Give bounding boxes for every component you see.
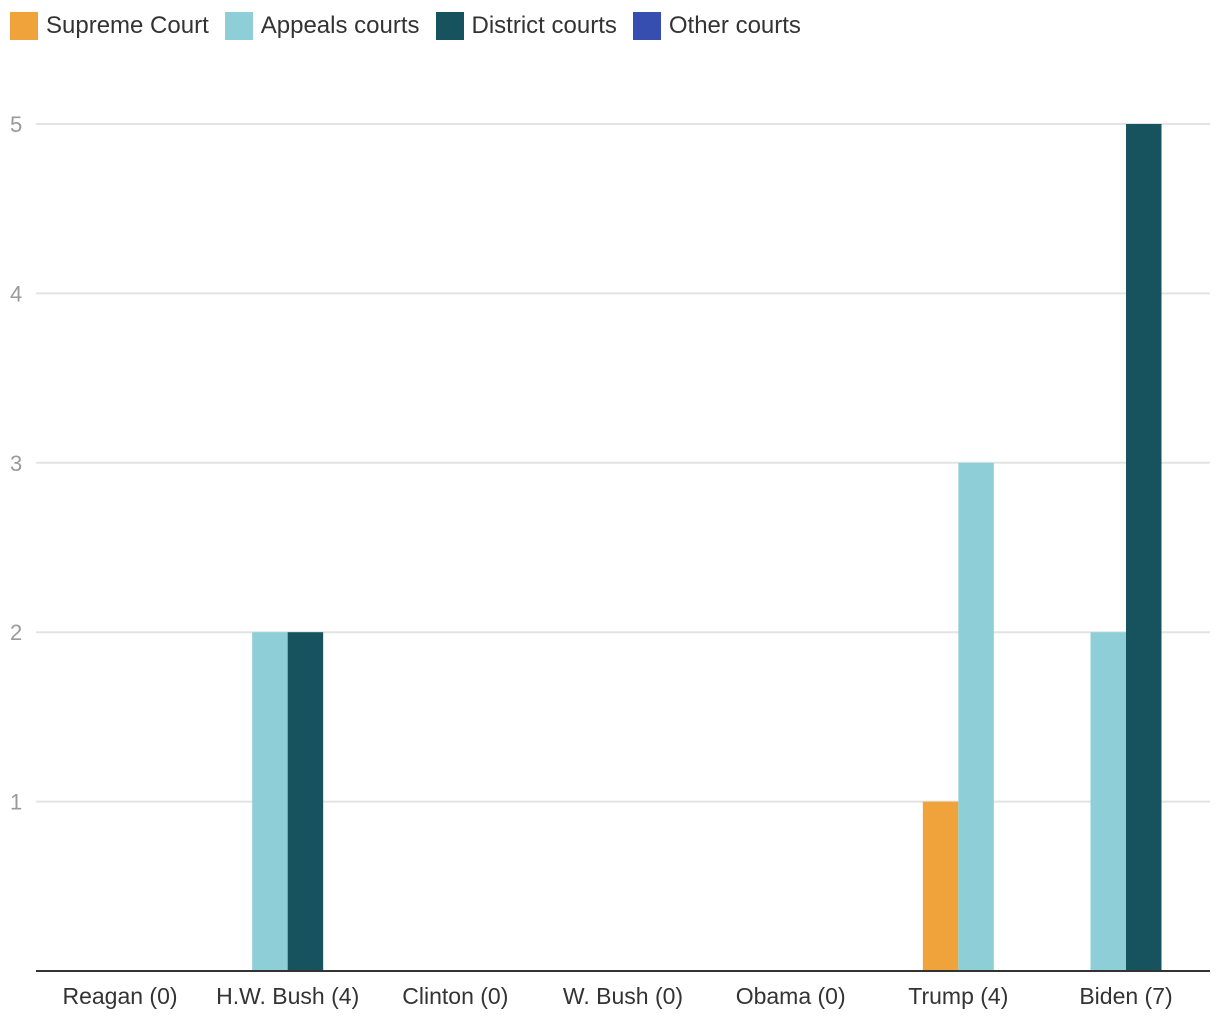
x-tick-label-h-w-bush-4: H.W. Bush (4)	[216, 983, 359, 1009]
gridlines	[36, 123, 1210, 803]
legend-label-district-courts: District courts	[471, 12, 617, 39]
bar-supreme-court-trump-4	[922, 801, 959, 971]
x-tick-label-reagan-0: Reagan (0)	[62, 983, 177, 1009]
bars	[252, 124, 1162, 971]
bar-appeals-courts-trump-4	[958, 462, 994, 971]
y-tick-label-2: 2	[10, 620, 22, 645]
legend-swatch-supreme-court	[10, 12, 38, 40]
legend-item-other-courts: Other courts	[632, 12, 801, 40]
x-tick-label-obama-0: Obama (0)	[736, 983, 846, 1009]
legend-item-supreme-court: Supreme Court	[10, 12, 209, 40]
bar-appeals-courts-biden-7	[1090, 632, 1126, 971]
bar-district-courts-biden-7	[1126, 124, 1162, 971]
legend-swatch-appeals-courts	[224, 12, 253, 40]
x-tick-label-clinton-0: Clinton (0)	[402, 983, 508, 1009]
x-tick-label-biden-7: Biden (7)	[1079, 983, 1172, 1009]
y-tick-label-3: 3	[10, 451, 22, 476]
legend-item-appeals-courts: Appeals courts	[224, 12, 420, 40]
y-tick-label-5: 5	[10, 112, 22, 137]
bar-appeals-courts-h-w-bush-4	[252, 632, 288, 971]
legend-label-supreme-court: Supreme Court	[46, 12, 209, 39]
x-tick-label-w-bush-0: W. Bush (0)	[563, 983, 683, 1009]
bar-district-courts-h-w-bush-4	[287, 632, 324, 971]
chart-legend: Supreme Court Appeals courts District co…	[10, 12, 817, 40]
legend-item-district-courts: District courts	[435, 12, 617, 40]
legend-swatch-district-courts	[435, 12, 464, 40]
legend-label-appeals-courts: Appeals courts	[260, 12, 420, 39]
y-tick-label-4: 4	[10, 281, 22, 306]
y-axis-tick-labels: 1 2 3 4 5	[10, 112, 22, 815]
legend-label-other-courts: Other courts	[668, 12, 801, 39]
x-axis-category-labels: Reagan (0) H.W. Bush (4) Clinton (0) W. Bus…	[62, 983, 1172, 1009]
x-tick-label-trump-4: Trump (4)	[908, 983, 1008, 1009]
legend-swatch-other-courts	[632, 12, 661, 40]
y-tick-label-1: 1	[10, 790, 22, 815]
